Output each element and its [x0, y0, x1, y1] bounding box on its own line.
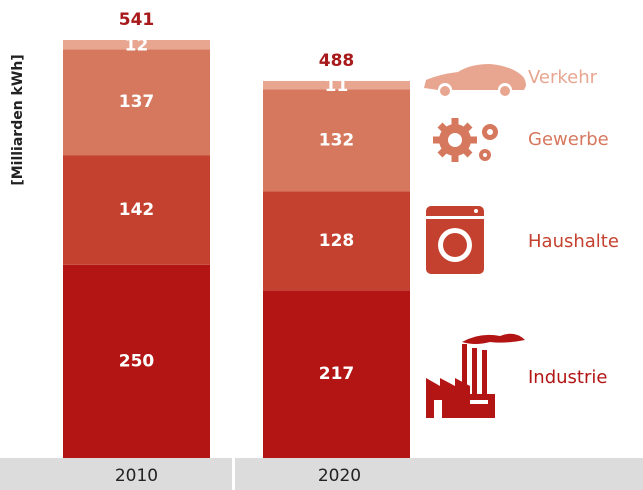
- value-label: 11: [325, 76, 349, 96]
- value-label: 132: [319, 130, 355, 150]
- value-label: 142: [119, 200, 155, 220]
- strip-divider: [232, 458, 235, 490]
- washer-icon: [426, 206, 484, 274]
- bar-segment: [263, 80, 410, 90]
- category-strip: [0, 458, 643, 490]
- bar-segment: [263, 89, 410, 192]
- bar-segment: [63, 40, 210, 50]
- value-label: 12: [125, 36, 149, 56]
- value-label: 250: [119, 351, 155, 371]
- bar-segment: [263, 290, 410, 458]
- factory-icon: [426, 333, 525, 418]
- x-tick-label: 2010: [115, 466, 158, 486]
- bar-segment: [63, 49, 210, 156]
- y-axis-label: [Milliarden kWh]: [10, 54, 26, 185]
- bar-segment: [63, 264, 210, 458]
- legend-label: Industrie: [528, 367, 607, 388]
- car-icon: [424, 64, 526, 96]
- value-label: 128: [319, 231, 355, 251]
- legend-label: Verkehr: [528, 67, 598, 88]
- value-label: 217: [319, 364, 355, 384]
- value-label: 137: [119, 92, 155, 112]
- legend-label: Haushalte: [528, 231, 619, 252]
- total-label: 541: [119, 10, 155, 30]
- bar-segment: [263, 191, 410, 291]
- bar-segment: [63, 155, 210, 265]
- gear-icon: [433, 118, 498, 162]
- x-tick-label: 2020: [318, 466, 361, 486]
- total-label: 488: [319, 51, 355, 71]
- legend-label: Gewerbe: [528, 129, 609, 150]
